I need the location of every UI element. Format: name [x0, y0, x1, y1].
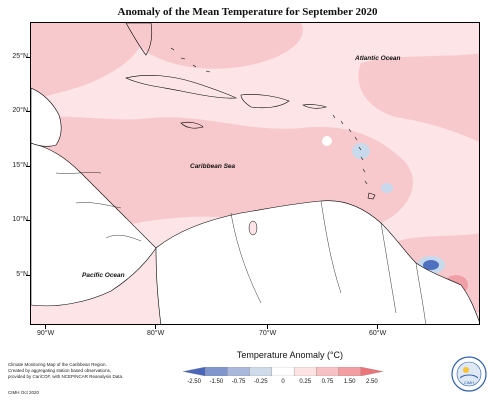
cool-anomaly-lesser-antilles	[352, 143, 370, 159]
lake-maracaibo	[248, 220, 258, 236]
credit-code: CIMH Oct 2020	[8, 390, 40, 395]
legend-tick-label: -2.50	[187, 379, 201, 385]
lon-label-70w: 70°W	[259, 330, 277, 337]
lon-tick	[45, 325, 46, 329]
central-america-land	[31, 142, 157, 307]
legend-swatch	[293, 367, 317, 376]
south-america-land	[155, 200, 479, 324]
legend-tick-label: 0.25	[299, 379, 312, 385]
neutral-anomaly-spot	[322, 136, 332, 146]
lon-tick	[377, 325, 378, 329]
credit-text: Climate Monitoring Map of the Caribbean …	[8, 362, 158, 380]
label-atlantic-ocean: Atlantic Ocean	[355, 55, 401, 62]
lon-label-60w: 60°W	[369, 330, 387, 337]
bahamas-outline	[170, 47, 211, 73]
legend-colorbar	[183, 367, 383, 376]
hispaniola-outline	[240, 94, 290, 109]
lon-label-80w: 80°W	[147, 330, 165, 337]
legend-swatch	[227, 367, 250, 376]
legend-tick-label: -1.50	[209, 379, 224, 385]
warm-anomaly-atlantic	[358, 53, 479, 143]
legend-tick-label: 1.50	[343, 379, 356, 385]
legend-swatch	[183, 367, 206, 376]
cuba-outline	[125, 74, 238, 99]
anomaly-map	[31, 23, 479, 324]
lat-label-5n: 5°N	[16, 271, 28, 278]
lat-label-15n: 15°N	[12, 162, 28, 169]
legend-swatch	[271, 367, 295, 376]
legend-swatch	[360, 367, 383, 376]
map-title: Anomaly of the Mean Temperature for Sept…	[117, 6, 378, 18]
label-pacific-ocean: Pacific Ocean	[82, 272, 125, 279]
lesser-antilles-outline	[332, 114, 368, 185]
trinidad-outline	[367, 192, 376, 200]
label-caribbean-sea: Caribbean Sea	[190, 163, 236, 170]
legend-tick-label: -0.25	[253, 379, 268, 385]
map-panel	[30, 22, 480, 325]
credit-line-3: provided by CariCOF, with NCEP/NCAR Rean…	[8, 374, 124, 379]
legend-tick-label: 0	[281, 379, 285, 385]
warm-anomaly-north	[126, 23, 303, 69]
legend-swatch	[338, 367, 361, 376]
florida-outline	[125, 23, 153, 56]
lat-tick	[26, 166, 30, 167]
credit-line-1: Climate Monitoring Map of the Caribbean …	[8, 362, 107, 367]
country-borders	[230, 200, 426, 324]
legend-swatch	[316, 367, 339, 376]
lat-tick	[26, 275, 30, 276]
lat-label-25n: 25°N	[12, 53, 28, 60]
jamaica-outline	[180, 121, 204, 129]
svg-text:CIMH: CIMH	[464, 380, 474, 385]
lat-tick	[26, 111, 30, 112]
lat-label-10n: 10°N	[12, 216, 28, 223]
lat-tick	[26, 57, 30, 58]
legend-swatch	[249, 367, 273, 376]
legend-tick-label: 2.50	[366, 379, 378, 385]
cool-anomaly-strong	[423, 260, 439, 270]
credit-line-2: Created by aggregating station based obs…	[8, 368, 112, 373]
central-america-borders	[55, 172, 142, 242]
warm-anomaly-gulf	[31, 23, 144, 103]
legend-title: Temperature Anomaly (°C)	[236, 350, 344, 360]
lat-tick	[26, 220, 30, 221]
yucatan-land	[31, 87, 62, 147]
puerto-rico-outline	[302, 104, 327, 109]
legend-tick-label: 0.75	[321, 379, 334, 385]
legend-swatch	[205, 367, 228, 376]
lat-label-20n: 20°N	[12, 107, 28, 114]
lon-label-90w: 90°W	[37, 330, 55, 337]
lon-tick	[155, 325, 156, 329]
cimh-logo: CIMH	[451, 356, 487, 392]
cool-anomaly-small	[381, 183, 393, 193]
lon-tick	[267, 325, 268, 329]
legend-tick-label: -0.75	[231, 379, 246, 385]
